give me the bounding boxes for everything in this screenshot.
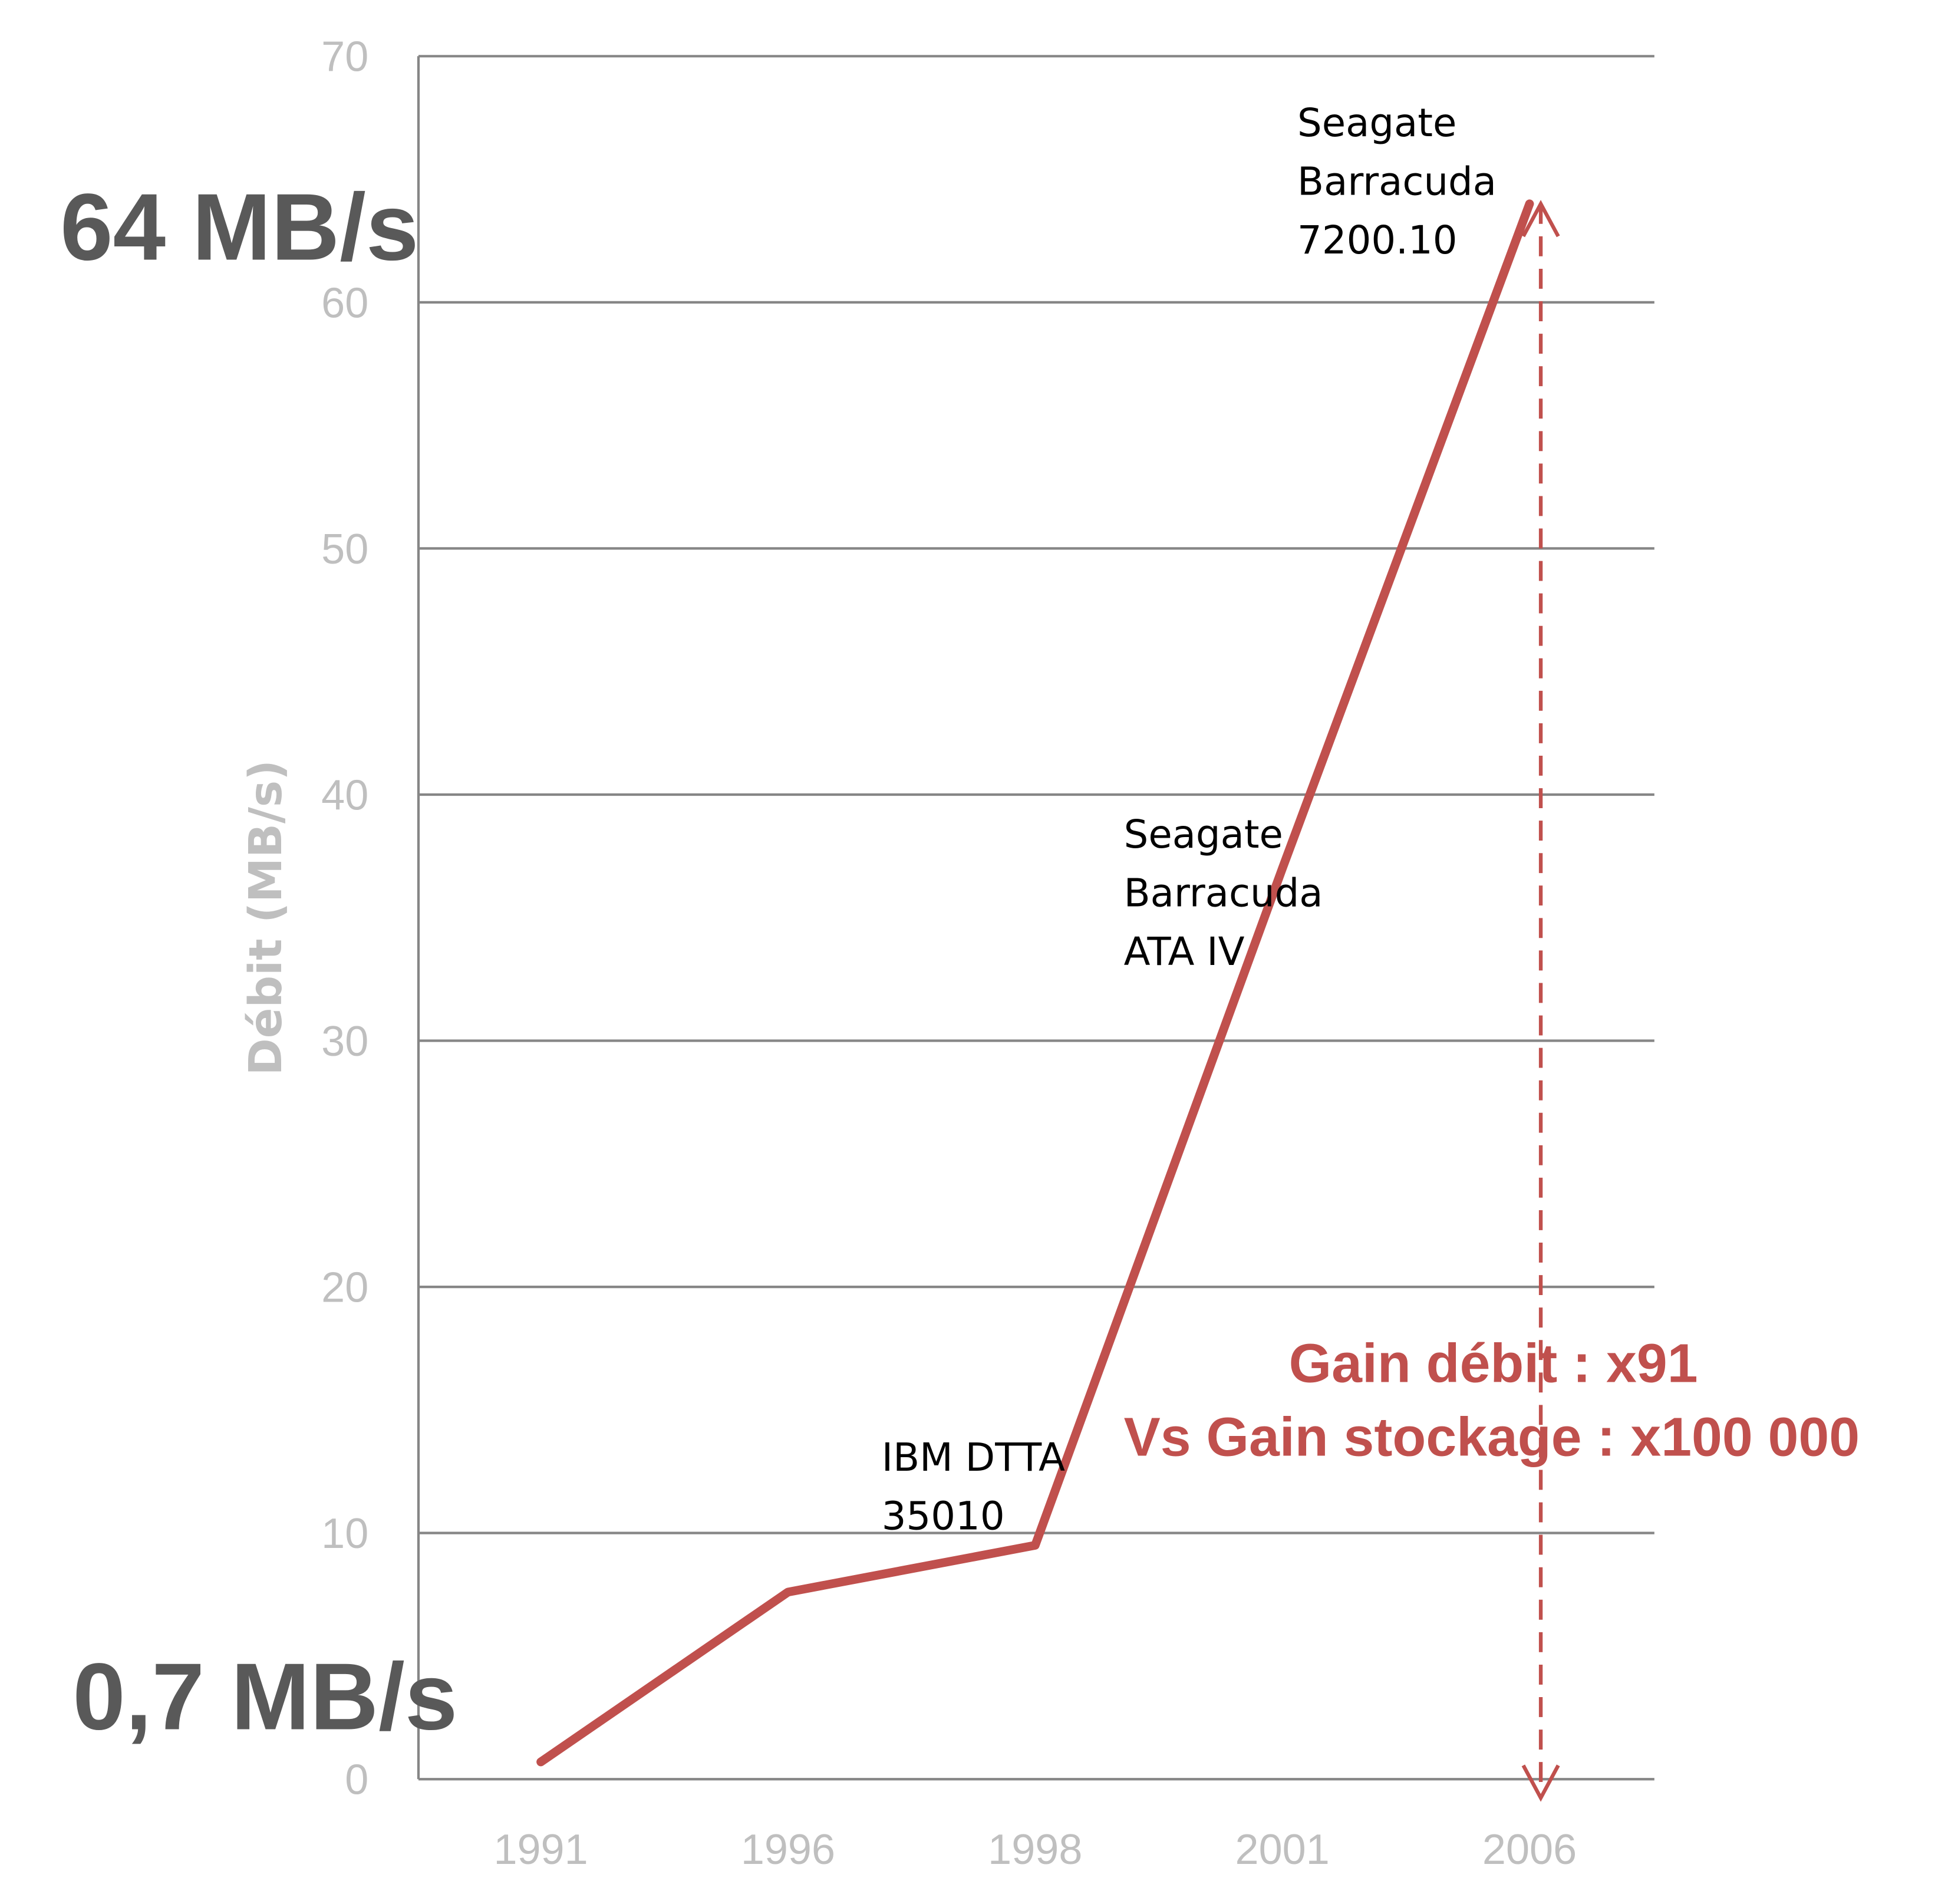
gain-debit-text: Gain débit : x91 <box>1289 1333 1698 1394</box>
series-line-debit <box>536 199 1534 1767</box>
y-axis-label: Débit (MB/s) <box>239 760 292 1076</box>
annotation-line: IBM DTTA <box>882 1435 1065 1480</box>
annotation-line: Seagate <box>1124 812 1283 857</box>
annotation-2006: Seagate Barracuda 7200.10 <box>1297 101 1497 263</box>
annotation-2001: Seagate Barracuda ATA IV <box>1124 812 1323 974</box>
y-tick-label: 30 <box>321 1018 368 1065</box>
y-tick-label: 10 <box>321 1510 368 1557</box>
x-tick-label: 1998 <box>988 1826 1082 1873</box>
annotation-line: Barracuda <box>1124 871 1323 916</box>
x-tick-label: 1996 <box>741 1826 835 1873</box>
y-tick-label: 70 <box>321 34 368 81</box>
y-tick-label: 40 <box>321 772 368 819</box>
annotation-line: Seagate <box>1297 101 1456 146</box>
y-tick-label: 60 <box>321 279 368 327</box>
x-tick-label: 2001 <box>1235 1826 1330 1873</box>
arrowhead-up-icon <box>1521 200 1560 238</box>
top-value-callout: 64 MB/s <box>60 174 418 281</box>
x-tick-label: 2006 <box>1482 1826 1577 1873</box>
y-tick-label: 50 <box>321 526 368 573</box>
annotation-line: 35010 <box>882 1494 1005 1539</box>
annotation-line: 7200.10 <box>1297 218 1457 263</box>
annotation-line: Barracuda <box>1297 159 1497 204</box>
gain-stockage-text: Vs Gain stockage : x100 000 <box>1124 1406 1860 1468</box>
x-tick-label: 1991 <box>493 1826 588 1873</box>
bottom-value-callout: 0,7 MB/s <box>72 1643 457 1750</box>
y-tick-label: 0 <box>345 1757 368 1804</box>
y-tick-label: 20 <box>321 1264 368 1312</box>
annotation-1998: IBM DTTA 35010 <box>882 1435 1065 1539</box>
arrowhead-down-icon <box>1521 1764 1560 1802</box>
annotation-line: ATA IV <box>1124 930 1245 974</box>
